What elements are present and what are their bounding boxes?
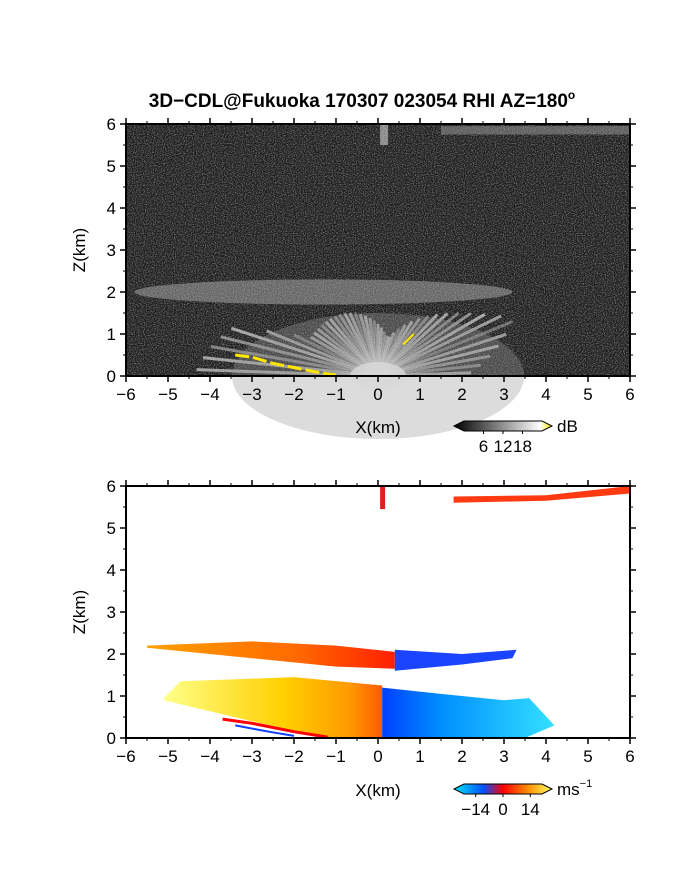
velocity-top-streak [380,486,386,510]
velocity-colorbar-unit-base: ms [557,780,580,799]
intensity-colorbar-ticks: 6 12 18 [479,431,532,456]
velocity-y-tick-label: 6 [107,477,116,496]
intensity-x-axis-label: X(km) [355,418,400,437]
intensity-x-tick-label: 6 [625,385,634,404]
velocity-region-top-band [453,486,630,503]
velocity-x-ticks: −6 −5 −4 −3 −2 −1 0 1 2 3 4 5 6 [116,480,635,766]
velocity-x-tick-label: 3 [499,747,508,766]
intensity-fan-ray [230,326,379,378]
velocity-y-tick-label: 4 [107,561,116,580]
intensity-y-ticks: 0 1 2 3 4 5 6 [107,115,636,386]
intensity-x-tick-label: 3 [499,385,508,404]
intensity-x-tick-label: 1 [415,385,424,404]
velocity-x-tick-label: −6 [116,747,135,766]
intensity-fan-ray [220,335,379,378]
velocity-x-tick-label: −4 [200,747,219,766]
intensity-x-tick-label: 0 [373,385,382,404]
velocity-colorbar-unit-exp: −1 [580,778,593,790]
velocity-region-lower-west [163,677,383,738]
velocity-region-lower-east [382,687,555,738]
title-degree: o [568,88,575,102]
intensity-y-tick-label: 4 [107,199,116,218]
intensity-fan-ray [377,314,502,378]
intensity-colorbar: 6 12 18 dB [452,417,578,456]
intensity-vertical-streak [380,124,389,145]
velocity-y-axis-label: Z(km) [70,590,89,634]
intensity-upper-layer [134,279,513,305]
velocity-x-tick-label: −3 [242,747,261,766]
velocity-colorbar-bar [452,783,554,795]
velocity-colorbar: −14 0 14 ms−1 [452,778,592,819]
intensity-x-tick-label: −5 [158,385,177,404]
intensity-y-tick-label: 0 [107,367,116,386]
velocity-y-tick-label: 0 [107,729,116,748]
intensity-ground-clutter [235,353,337,377]
intensity-y-tick-label: 3 [107,241,116,260]
velocity-region-upper-east [394,649,517,671]
velocity-x-tick-label: 1 [415,747,424,766]
velocity-y-ticks: 0 1 2 3 4 5 6 [107,477,636,748]
intensity-x-tick-label: 5 [583,385,592,404]
intensity-colorbar-unit: dB [557,417,578,436]
velocity-y-tick-label: 5 [107,519,116,538]
velocity-ground-red [222,717,328,739]
intensity-x-tick-label: 4 [541,385,550,404]
velocity-y-tick-label: 3 [107,603,116,622]
intensity-y-tick-label: 5 [107,157,116,176]
intensity-colorbar-tick-label: 6 [479,437,488,456]
velocity-x-tick-label: −5 [158,747,177,766]
intensity-y-axis-label: Z(km) [70,228,89,272]
velocity-y-tick-label: 2 [107,645,116,664]
intensity-fan-ray [196,368,379,378]
velocity-region-upper-west [147,641,395,669]
velocity-x-tick-label: 5 [583,747,592,766]
velocity-colorbar-ticks: −14 0 14 [461,794,540,819]
velocity-x-tick-label: 2 [457,747,466,766]
velocity-regions [147,486,630,739]
intensity-yellow-streak [402,333,415,346]
intensity-x-tick-label: −2 [284,385,303,404]
velocity-y-tick-label: 1 [107,687,116,706]
intensity-x-ticks: −6 −5 −4 −3 −2 −1 0 1 2 3 4 5 6 [116,118,635,404]
intensity-y-tick-label: 6 [107,115,116,134]
velocity-x-axis-label: X(km) [355,781,400,800]
figure-title: 3D−CDL@Fukuoka 170307 023054 RHI AZ=180o [149,88,576,112]
velocity-colorbar-tick-label: 14 [521,800,540,819]
velocity-colorbar-tick-label: 0 [498,800,507,819]
intensity-y-tick-label: 2 [107,283,116,302]
velocity-x-tick-label: 4 [541,747,550,766]
velocity-ground-blue [235,724,295,737]
velocity-x-tick-label: −2 [284,747,303,766]
intensity-x-tick-label: −3 [242,385,261,404]
intensity-fan-ray [377,320,514,378]
intensity-x-tick-label: 2 [457,385,466,404]
velocity-x-tick-label: −1 [326,747,345,766]
velocity-colorbar-unit: ms−1 [557,778,592,799]
intensity-colorbar-tick-label: 18 [513,437,532,456]
velocity-x-tick-label: 0 [373,747,382,766]
intensity-fan-ray [210,345,379,378]
intensity-elevated-band [441,126,630,135]
intensity-features [134,124,630,439]
velocity-colorbar-tick-label: −14 [461,800,490,819]
intensity-x-tick-label: −1 [326,385,345,404]
intensity-x-tick-label: −6 [116,385,135,404]
intensity-y-tick-label: 1 [107,325,116,344]
velocity-x-tick-label: 6 [625,747,634,766]
intensity-colorbar-bar [452,420,554,432]
intensity-x-tick-label: −4 [200,385,219,404]
intensity-colorbar-tick-label: 12 [494,437,513,456]
